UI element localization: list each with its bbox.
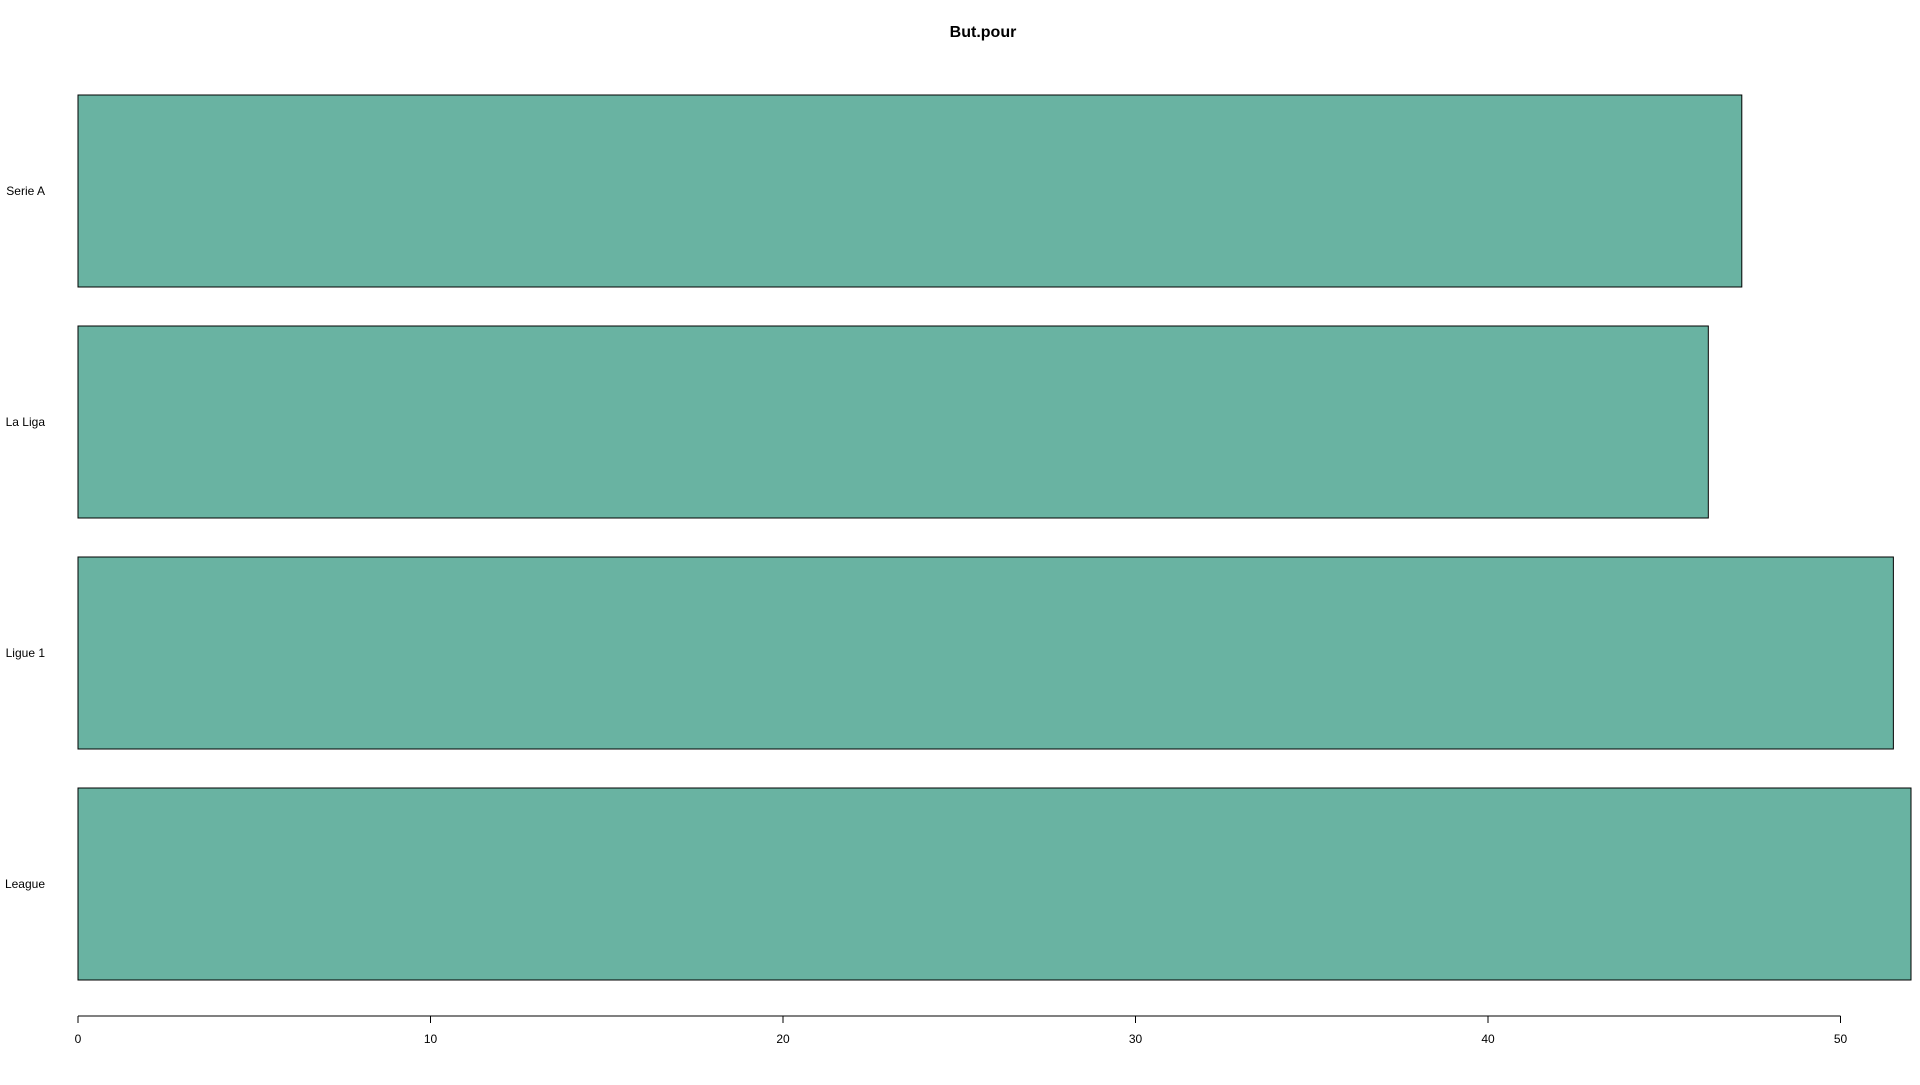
x-axis: 0 10 20 30 40 50 [75, 1015, 1848, 1046]
category-labels: Serie A La Liga Ligue 1 League [5, 184, 45, 891]
category-label: League [5, 877, 45, 891]
x-tick-label: 30 [1129, 1032, 1143, 1046]
x-tick-label: 0 [75, 1032, 82, 1046]
bar-league [77, 787, 1912, 981]
bars-group [77, 94, 1912, 981]
x-tick-label: 40 [1481, 1032, 1495, 1046]
category-label: Serie A [6, 184, 45, 198]
category-label: Ligue 1 [6, 646, 46, 660]
x-tick-label: 50 [1834, 1032, 1848, 1046]
x-tick-label: 10 [424, 1032, 438, 1046]
category-label: La Liga [6, 415, 46, 429]
chart-title: But.pour [950, 24, 1017, 41]
bar-la-liga [77, 325, 1709, 519]
x-tick-label: 20 [776, 1032, 790, 1046]
bar-ligue-1 [77, 556, 1894, 750]
bar-serie-a [77, 94, 1743, 288]
